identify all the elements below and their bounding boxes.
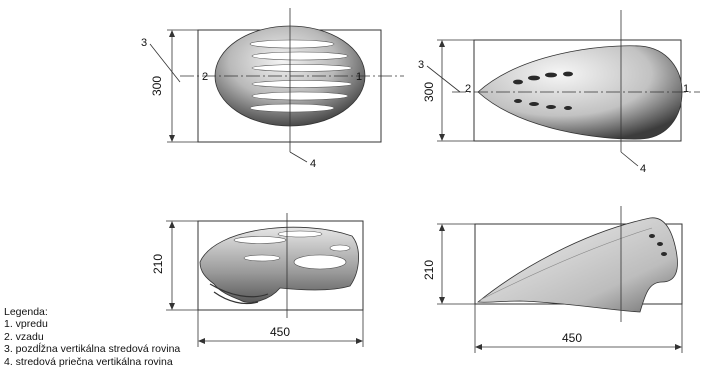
height-dimension-label: 300 [150,76,164,96]
helmet-top-view-aero [477,45,683,140]
callout-1: 1 [356,71,362,83]
legend-item-4: 4. stredová priečna vertikálna rovina [4,355,173,368]
callout-2: 2 [465,83,471,95]
callout-1: 1 [683,83,689,95]
width-dimension-label: 450 [270,325,290,339]
bounding-box [197,220,364,311]
callout-2: 2 [202,71,208,83]
vent-holes [249,39,353,113]
helmet-side-view [199,226,359,303]
helmet-side-view-aero [476,217,678,313]
view-top-left: 300 3 2 1 4 [141,8,404,170]
view-side-right: 210 450 [422,206,683,353]
legend: Legenda: 1. vpredu 2. vzadu 3. pozdĺžna … [4,306,180,368]
vent-holes [233,230,351,270]
callout-3: 3 [418,59,424,71]
view-top-right: 300 3 2 1 4 [418,10,700,175]
legend-item-1: 1. vpredu [4,318,48,331]
legend-item-3: 3. pozdĺžna vertikálna stredová rovina [4,343,181,356]
width-dimension-label: 450 [562,331,582,345]
height-dimension-label: 210 [422,260,436,280]
callout-3: 3 [141,37,147,49]
height-dimension-label: 210 [151,254,165,274]
callout-4: 4 [310,158,316,170]
callout-4: 4 [640,163,646,175]
legend-title: Legenda: [4,306,48,318]
view-side-left: 210 450 [151,213,364,347]
vent-holes [649,234,667,256]
legend-item-2: 2. vzadu [4,330,44,343]
vent-holes [513,71,573,110]
height-dimension-label: 300 [422,82,436,102]
